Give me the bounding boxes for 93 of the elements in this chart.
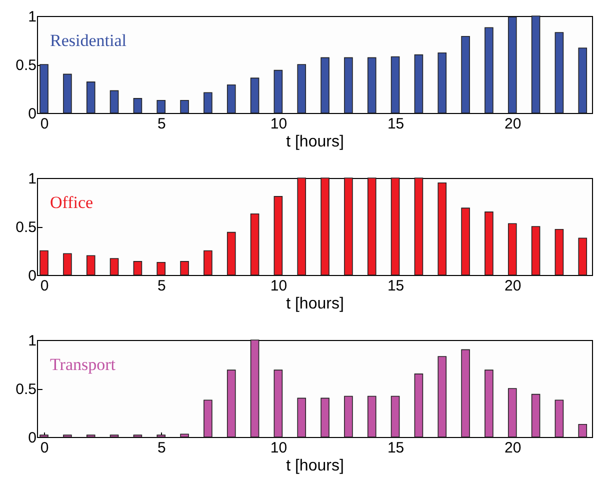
series-label: Residential — [50, 31, 127, 50]
y-tick-label: 0.5 — [16, 381, 36, 398]
bar — [461, 208, 470, 276]
bar — [180, 261, 189, 276]
x-tick-label: 10 — [270, 116, 288, 132]
x-tick-label: 0 — [40, 116, 49, 132]
text: Transport — [50, 355, 116, 374]
bar — [40, 64, 48, 114]
bar — [414, 374, 424, 438]
x-tick-label: 15 — [387, 116, 404, 132]
bar — [531, 226, 540, 276]
bar — [250, 78, 260, 114]
bar — [554, 400, 564, 438]
bar — [554, 229, 564, 276]
bar — [531, 16, 540, 114]
bar — [180, 434, 189, 438]
bar — [414, 178, 424, 276]
bar — [133, 261, 142, 276]
x-axis-title: t [hours] — [286, 134, 344, 150]
y-tick-label: 1 — [28, 8, 36, 26]
bar — [180, 100, 189, 114]
bar — [320, 57, 330, 114]
x-tick-label: 20 — [504, 278, 522, 294]
bar — [414, 54, 424, 114]
bar — [156, 262, 166, 276]
bar — [578, 238, 588, 276]
text: Office — [50, 193, 94, 212]
bar — [86, 255, 96, 276]
bar — [554, 32, 564, 114]
x-tick-label: 5 — [157, 440, 166, 456]
x-tick-label: 10 — [270, 440, 288, 456]
bar — [484, 370, 494, 438]
y-tick-label: 1 — [28, 170, 36, 188]
bar — [484, 212, 494, 276]
bar — [226, 84, 236, 114]
bar — [390, 396, 400, 438]
bar — [320, 178, 330, 276]
x-tick-label: 10 — [270, 278, 288, 294]
bar — [390, 56, 400, 114]
bar — [226, 370, 236, 438]
x-axis-title: t [hours] — [286, 458, 344, 474]
bar — [274, 370, 283, 438]
bar — [367, 178, 376, 276]
bar — [274, 70, 283, 114]
x-tick-label: 15 — [387, 440, 404, 456]
bar — [344, 57, 353, 114]
bar — [344, 396, 353, 438]
bar — [531, 394, 540, 438]
bar — [110, 90, 119, 114]
bar — [297, 178, 306, 276]
bar — [367, 396, 376, 438]
bar — [508, 16, 517, 114]
bar — [297, 64, 306, 114]
x-axis-title: t [hours] — [286, 296, 344, 312]
bar — [226, 232, 236, 276]
bar — [40, 250, 48, 276]
x-tick-label: 5 — [157, 116, 166, 132]
bar — [63, 74, 72, 114]
bar — [438, 182, 447, 276]
x-tick-label: 5 — [157, 278, 166, 294]
x-tick-label: 0 — [40, 440, 49, 456]
bar — [204, 400, 212, 438]
bar — [297, 398, 306, 438]
bar — [484, 27, 494, 114]
bar — [250, 213, 260, 276]
bar — [156, 100, 166, 114]
bar — [578, 424, 588, 438]
bar — [508, 388, 517, 438]
y-tick-label: 0.5 — [16, 57, 36, 74]
bar — [367, 57, 376, 114]
x-tick-label: 0 — [40, 278, 49, 294]
bar — [250, 340, 260, 438]
y-tick-label: 1 — [28, 332, 36, 350]
bar — [204, 92, 212, 114]
y-tick-label: 0.5 — [16, 219, 36, 236]
bar — [204, 250, 212, 276]
x-tick-label: 20 — [504, 440, 522, 456]
x-tick-label: 15 — [387, 278, 404, 294]
bar — [461, 36, 470, 114]
bar — [274, 196, 283, 276]
bar — [86, 82, 96, 114]
bar — [508, 223, 517, 276]
bar — [320, 398, 330, 438]
bar — [63, 253, 72, 276]
bar — [438, 356, 447, 438]
bar — [461, 349, 470, 438]
bar — [133, 98, 142, 114]
bar — [110, 258, 119, 276]
x-tick-label: 20 — [504, 116, 522, 132]
bar — [438, 52, 447, 114]
bar — [390, 178, 400, 276]
bar — [578, 48, 588, 114]
bar — [344, 178, 353, 276]
